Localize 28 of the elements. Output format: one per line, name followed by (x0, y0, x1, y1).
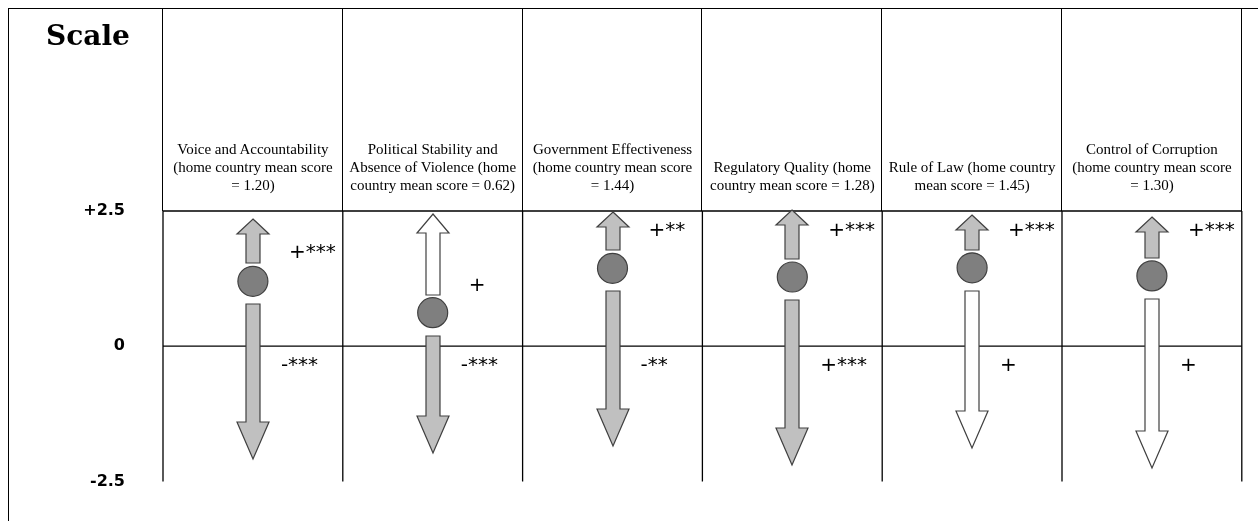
annotation: +** (648, 217, 686, 242)
annotation: +*** (1187, 217, 1235, 242)
y-tick-label: -2.5 (90, 470, 125, 490)
annotation: +*** (828, 217, 876, 242)
annotation: + (1179, 352, 1197, 377)
annotation: -*** (460, 352, 498, 377)
point (237, 265, 269, 297)
annotation: +*** (1008, 217, 1055, 242)
x-tick-label: Rule of Law (home country mean score = 1.45) (888, 158, 1056, 194)
x-tick-label: Regulatory Quality (home country mean score = 1.28) (709, 158, 875, 194)
x-tick-label: Voice and Accountability (home country mean score = 1.20) (173, 140, 333, 194)
x-tick-label: Government Effectiveness (home country mean score = 1.44) (532, 140, 693, 194)
point (596, 252, 629, 284)
y-tick-label: +2.5 (83, 200, 125, 220)
annotation: + (468, 272, 486, 297)
point (1136, 260, 1168, 292)
x-tick-label: Political Stability and Absence of Violence (home country mean score = 0.62) (349, 140, 517, 194)
point (956, 252, 988, 284)
annotation: +*** (288, 239, 336, 264)
point (776, 261, 808, 293)
annotation: +*** (820, 352, 868, 377)
annotation: + (1000, 352, 1017, 377)
annotation: -*** (280, 352, 319, 377)
y-tick-label: 0 (113, 335, 125, 355)
x-tick-label: Control of Corruption (home country mean score = 1.30) (1072, 140, 1232, 194)
y-axis-title: Scale (46, 19, 130, 53)
point (417, 297, 449, 329)
annotation: -** (640, 352, 668, 377)
